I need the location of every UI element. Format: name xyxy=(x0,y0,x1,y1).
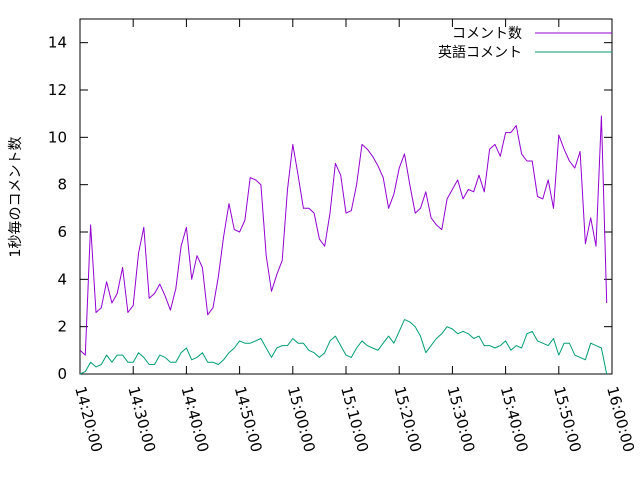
series-line-1 xyxy=(79,115,608,356)
x-axis: 14:20:00 14:30:00 14:40:00 14:50:00 15:00:00… xyxy=(71,19,638,454)
x-tick-label: 15:20:00 xyxy=(390,384,425,454)
y-axis-label: 1秒毎のコメント数 xyxy=(8,137,24,258)
y-tick-label: 2 xyxy=(57,318,67,336)
x-tick-label: 14:40:00 xyxy=(178,384,213,454)
y-tick-label: 4 xyxy=(57,270,67,288)
x-tick-label: 16:00:00 xyxy=(603,384,638,454)
x-tick-label: 14:20:00 xyxy=(71,384,106,454)
y-tick-label: 0 xyxy=(57,365,67,383)
x-tick-label: 15:40:00 xyxy=(497,384,532,454)
series-line-2 xyxy=(79,319,608,375)
plot-frame xyxy=(79,18,613,375)
y-tick-label: 14 xyxy=(48,34,67,52)
legend-label-2: 英語コメント xyxy=(438,44,522,61)
x-tick-label: 15:30:00 xyxy=(444,384,479,454)
y-axis: 0 2 4 6 8 10 12 14 xyxy=(48,34,612,383)
legend-label-1: コメント数 xyxy=(452,26,522,42)
x-tick-label: 14:30:00 xyxy=(124,384,159,454)
x-tick-label: 15:10:00 xyxy=(337,384,372,454)
x-tick-label: 15:00:00 xyxy=(284,384,319,454)
y-tick-label: 6 xyxy=(57,223,67,241)
x-tick-label: 14:50:00 xyxy=(231,384,266,454)
y-tick-label: 12 xyxy=(48,81,67,99)
y-tick-label: 10 xyxy=(48,128,67,146)
x-tick-label: 15:50:00 xyxy=(550,384,585,454)
series-lines xyxy=(79,115,608,375)
y-tick-label: 8 xyxy=(57,176,67,194)
